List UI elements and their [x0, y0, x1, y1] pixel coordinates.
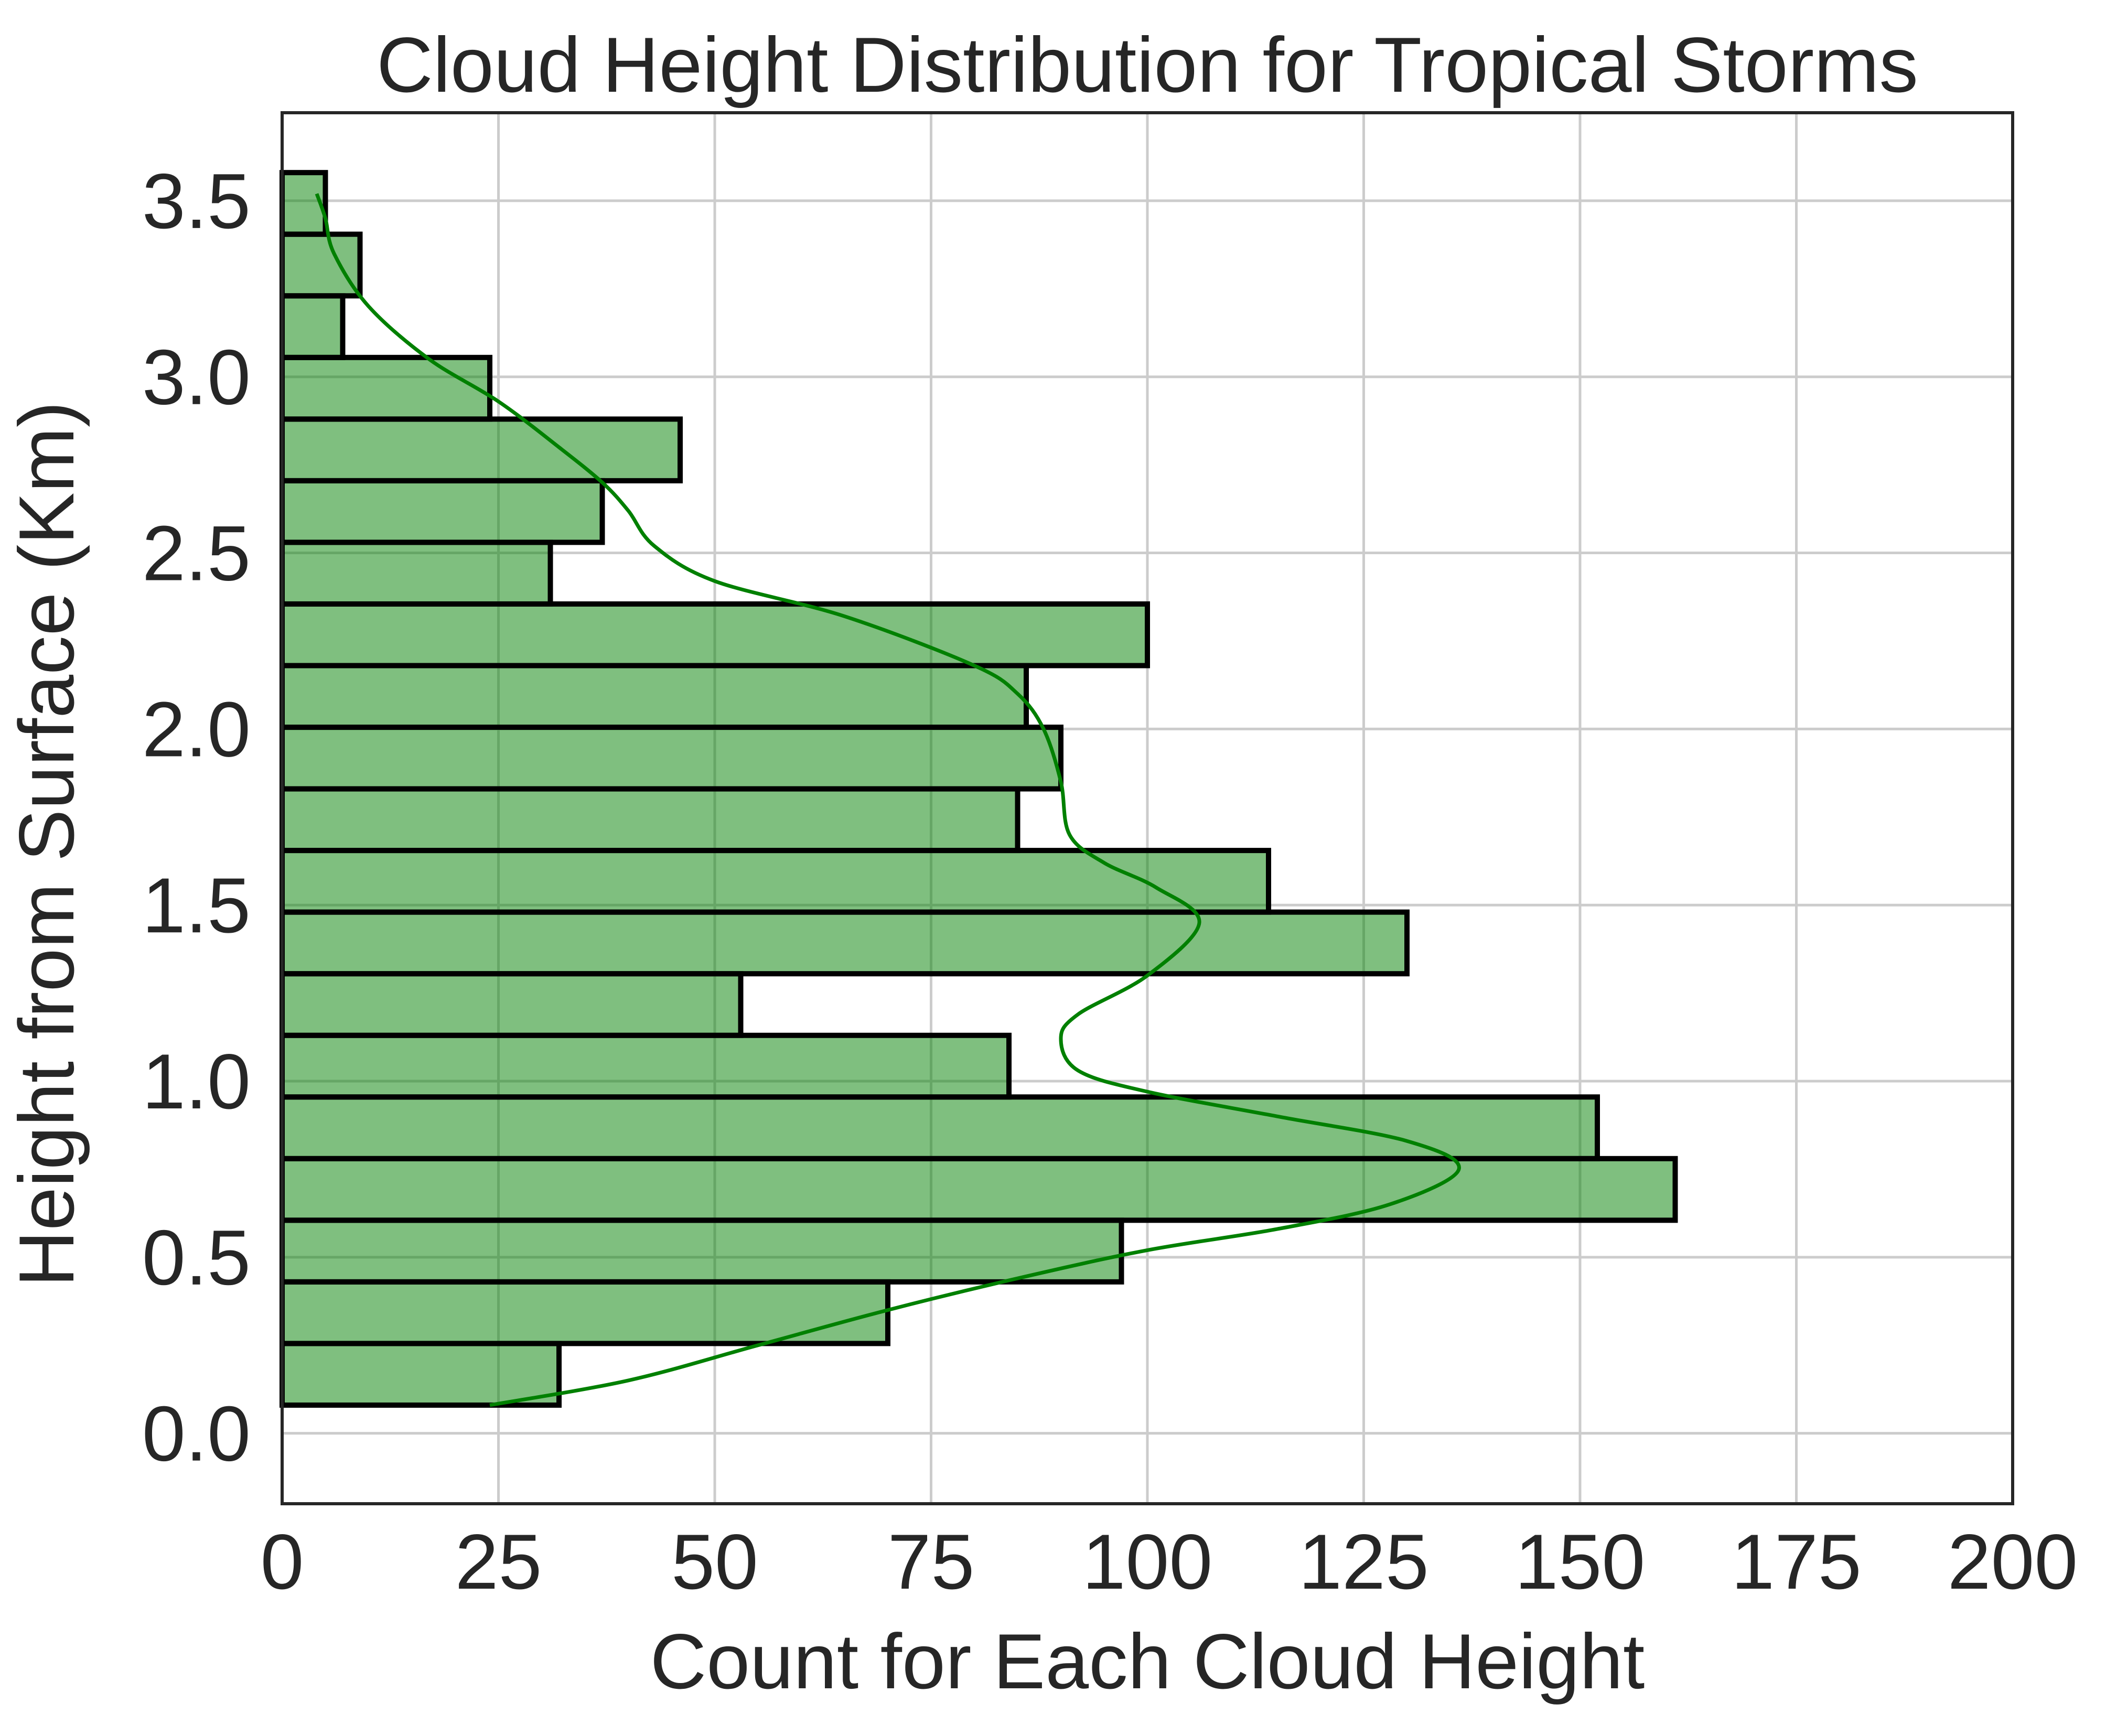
x-tick-label: 175 — [1731, 1518, 1862, 1605]
histogram-bar — [280, 909, 1410, 977]
y-tick-label: 1.0 — [142, 1038, 251, 1125]
histogram-bar — [280, 848, 1271, 915]
kde-curve — [315, 193, 1461, 1407]
histogram-bars — [280, 170, 1678, 1408]
y-tick-label: 2.5 — [142, 510, 251, 597]
histogram-bar — [280, 354, 492, 422]
histogram-bar — [280, 1094, 1600, 1161]
y-tick-label: 2.0 — [142, 685, 251, 773]
histogram-bar — [280, 416, 683, 483]
histogram-bar — [280, 293, 346, 360]
x-tick-label: 200 — [1948, 1518, 2078, 1605]
histogram-bar — [280, 1032, 1012, 1100]
x-tick-label: 25 — [455, 1518, 542, 1605]
histogram-bar — [280, 1217, 1124, 1285]
histogram-bar — [280, 231, 363, 299]
x-tick-label: 50 — [671, 1518, 758, 1605]
chart-title: Cloud Height Distribution for Tropical S… — [377, 21, 1918, 109]
y-tick-labels: 0.0 0.5 1.0 1.5 2.0 2.5 3.0 3.5 — [142, 157, 251, 1478]
histogram-bar — [280, 725, 1063, 792]
histogram-bar — [280, 540, 553, 607]
y-tick-label: 1.5 — [142, 861, 251, 949]
histogram-bar — [280, 478, 605, 545]
histogram-bar — [280, 971, 744, 1038]
y-tick-label: 3.0 — [142, 333, 251, 421]
y-tick-label: 0.0 — [142, 1390, 251, 1478]
y-axis-label: Height from Surface (Km) — [3, 401, 90, 1287]
x-axis-label: Count for Each Cloud Height — [650, 1618, 1645, 1705]
plot-frame — [281, 111, 2014, 1505]
histogram-bar — [280, 663, 1029, 730]
x-tick-label: 0 — [261, 1518, 304, 1605]
y-tick-label: 3.5 — [142, 157, 251, 245]
histogram-bar — [280, 786, 1020, 854]
x-tick-labels: 0 25 50 75 100 125 150 175 200 — [261, 1518, 2078, 1605]
y-tick-label: 0.5 — [142, 1214, 251, 1301]
histogram-bar — [280, 1156, 1678, 1223]
histogram-bar — [280, 1341, 562, 1408]
x-tick-label: 150 — [1515, 1518, 1646, 1605]
histogram-bar — [280, 601, 1150, 668]
x-tick-label: 125 — [1298, 1518, 1429, 1605]
x-tick-label: 100 — [1082, 1518, 1213, 1605]
x-tick-label: 75 — [888, 1518, 975, 1605]
